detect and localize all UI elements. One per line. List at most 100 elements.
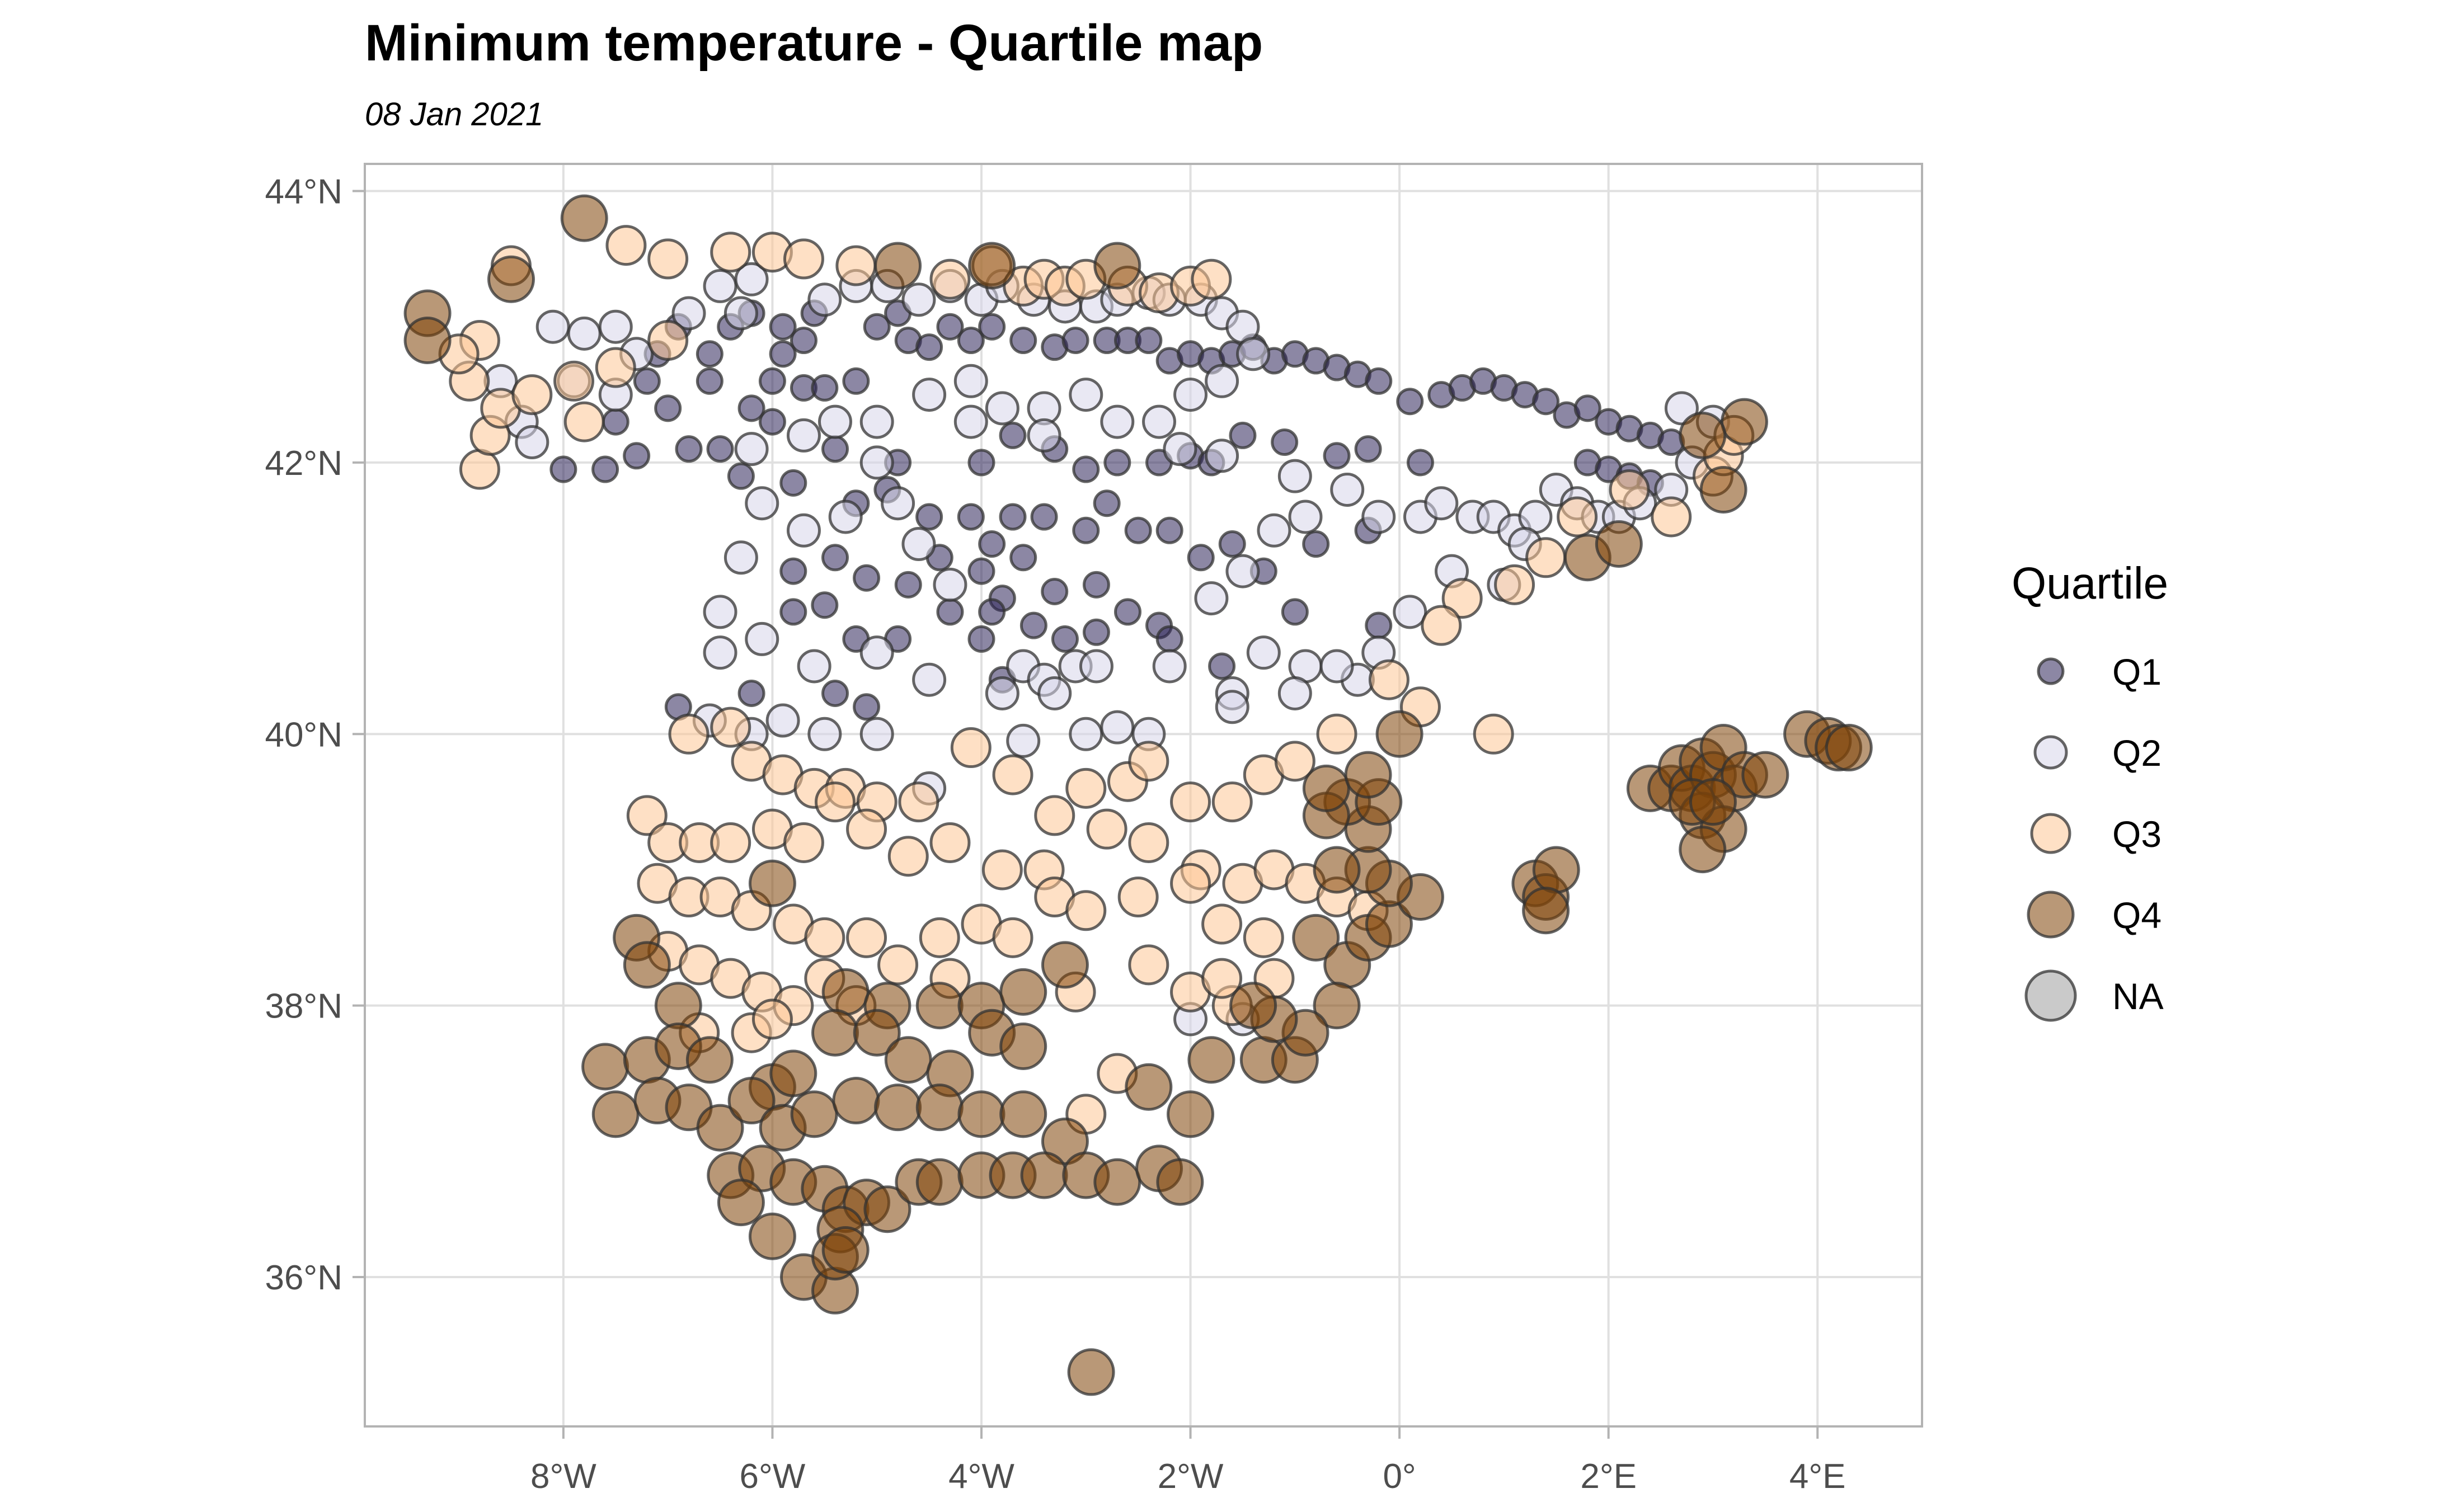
point-q3-8 (647, 238, 689, 280)
point-q1-25 (915, 333, 943, 361)
point-q1-88 (1030, 503, 1058, 531)
point-q4-43 (915, 1084, 964, 1132)
point-q4-49 (1187, 1036, 1235, 1084)
point-q2-6 (734, 262, 769, 296)
axis-labels: 8°W 6°W 4°W 2°W 0° 2°E 4°E 36°N 38°N 40°N 42°N 44°N (265, 173, 1845, 1496)
point-q4-5 (968, 242, 1016, 290)
point-q4-15 (654, 982, 702, 1030)
point-q1-65 (821, 435, 849, 463)
point-q4-41 (832, 1077, 880, 1125)
point-q2-47 (1277, 459, 1312, 493)
point-q2-107 (1257, 513, 1291, 548)
point-q3-54 (1170, 781, 1211, 823)
chart-subtitle: 08 Jan 2021 (365, 96, 543, 133)
point-q3-105 (1128, 944, 1169, 986)
point-q1-105 (1009, 544, 1037, 572)
point-q3-30 (1651, 496, 1692, 538)
point-q1-119 (1082, 618, 1110, 646)
point-q2-2 (598, 309, 633, 344)
point-q4-42 (874, 1084, 922, 1132)
point-q1-14 (737, 394, 765, 422)
point-q1-108 (1113, 598, 1141, 626)
x-tick-label-2: 4°W (948, 1457, 1014, 1496)
point-q2-49 (1361, 500, 1396, 534)
point-q1-80 (727, 462, 755, 490)
point-q4-79 (1313, 982, 1361, 1030)
point-q1-98 (779, 557, 807, 585)
point-q4-92 (1302, 764, 1350, 812)
point-q3-38 (1368, 659, 1409, 700)
point-q1-52 (1532, 388, 1560, 416)
legend-key-q1 (2037, 657, 2065, 685)
point-q1-114 (936, 598, 964, 626)
point-q2-71 (933, 567, 967, 602)
point-q2-67 (828, 500, 863, 534)
point-q3-68 (929, 822, 971, 863)
point-q2-78 (912, 662, 947, 697)
point-q2-43 (953, 404, 988, 439)
point-q2-92 (807, 717, 842, 751)
point-q1-110 (779, 598, 807, 626)
point-q2-46 (1205, 439, 1239, 473)
point-q4-48 (1167, 1090, 1215, 1138)
point-q4-18 (915, 982, 964, 1030)
point-q4-38 (727, 1077, 776, 1125)
point-q2-91 (765, 703, 800, 738)
point-q4-3 (560, 194, 608, 242)
point-q3-47 (898, 781, 939, 823)
point-q3-115 (1473, 713, 1514, 755)
point-q1-31 (1061, 326, 1089, 354)
point-q1-17 (790, 326, 817, 354)
point-q1-68 (999, 421, 1027, 449)
point-q4-4 (874, 242, 922, 290)
point-q1-107 (1082, 571, 1110, 599)
legend-key-q2 (2033, 735, 2068, 770)
point-q2-96 (1069, 717, 1103, 751)
point-q4-44 (957, 1090, 1005, 1138)
point-q1-9 (696, 340, 723, 368)
point-q1-118 (1051, 625, 1079, 653)
point-q4-46 (1041, 1117, 1089, 1165)
point-q3-55 (1211, 781, 1253, 823)
point-q4-74 (821, 1226, 870, 1274)
point-q1-22 (863, 313, 891, 341)
point-q4-60 (915, 1158, 964, 1206)
point-q2-34 (1069, 378, 1103, 412)
point-q1-16 (769, 313, 797, 341)
point-q2-38 (912, 378, 947, 412)
point-q1-116 (978, 598, 1006, 626)
point-q3-6 (563, 401, 605, 442)
point-q4-34 (591, 1090, 640, 1138)
point-q4-2 (487, 255, 535, 303)
point-q4-65 (1093, 1158, 1141, 1206)
legend-label-q4: Q4 (2112, 894, 2162, 936)
point-q2-75 (745, 621, 779, 656)
point-q4-75 (1067, 1348, 1115, 1396)
point-q2-13 (807, 282, 842, 317)
point-q1-89 (1072, 516, 1100, 544)
point-q1-75 (1229, 421, 1257, 449)
point-q3-48 (950, 727, 992, 769)
point-q3-53 (1128, 741, 1169, 782)
point-q1-111 (811, 591, 839, 619)
series-q3 (438, 225, 1755, 1135)
point-q4-67 (1156, 1158, 1204, 1206)
point-q3-91 (1065, 890, 1107, 931)
point-q3-40 (668, 713, 710, 755)
point-q1-106 (1041, 577, 1069, 605)
point-q1-125 (821, 679, 849, 707)
point-q1-101 (894, 571, 922, 599)
point-q4-111 (1679, 826, 1727, 874)
point-q2-99 (1215, 690, 1249, 724)
point-q4-97 (1532, 846, 1580, 894)
legend-key-q3 (2030, 813, 2071, 854)
point-q1-100 (853, 564, 881, 592)
point-q2-4 (671, 296, 706, 331)
x-tick-label-0: 8°W (530, 1457, 596, 1496)
point-q1-0 (549, 455, 577, 483)
point-q1-2 (623, 442, 651, 470)
point-q4-20 (999, 968, 1047, 1016)
point-q1-90 (1093, 489, 1121, 517)
chart-title: Minimum temperature - Quartile map (365, 15, 1263, 72)
point-q1-20 (811, 374, 839, 402)
